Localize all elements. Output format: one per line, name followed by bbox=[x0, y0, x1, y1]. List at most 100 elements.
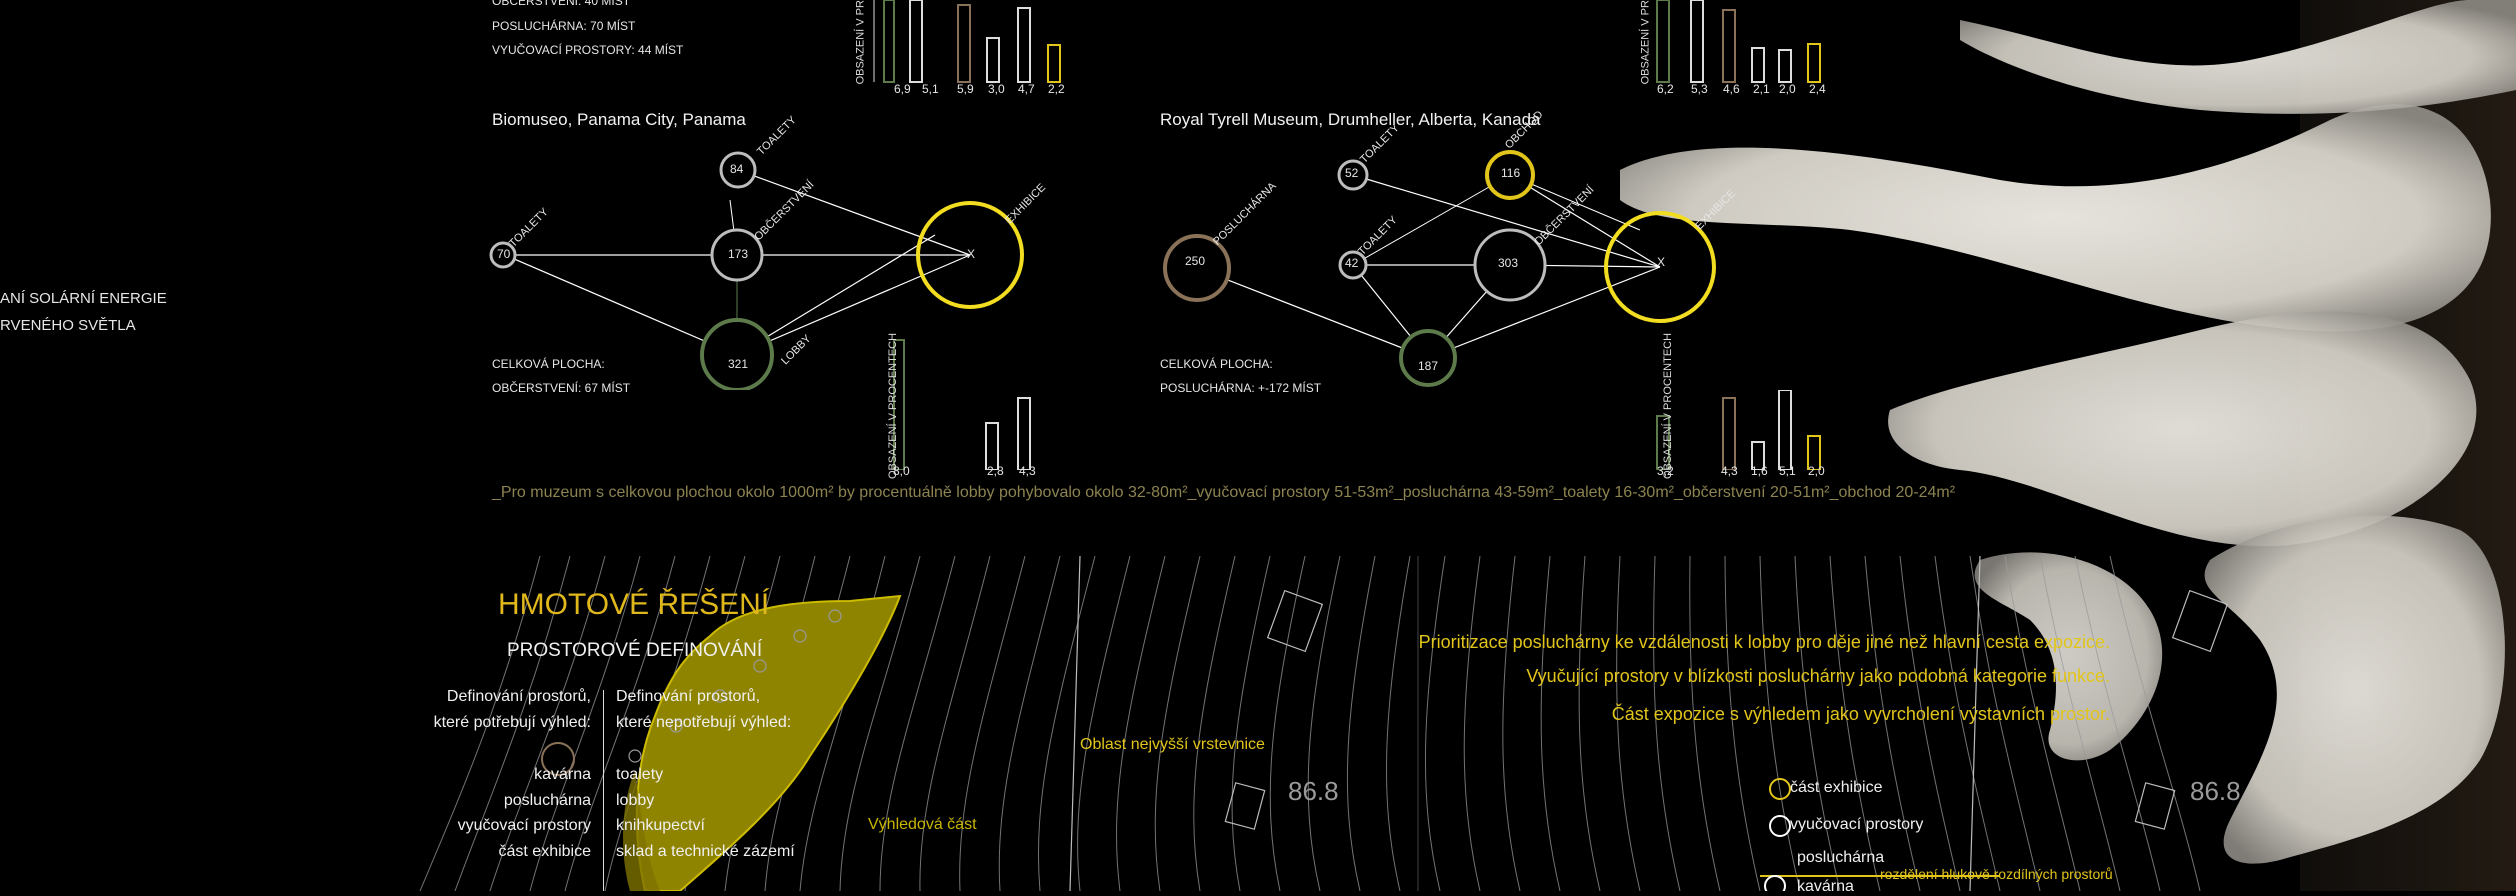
col-left-header-line-1: Definování prostorů, bbox=[446, 688, 591, 705]
node-toilets-b bbox=[489, 241, 517, 269]
tick: 4,7 bbox=[1018, 82, 1035, 96]
node-toilets-a bbox=[719, 151, 757, 189]
list-item: kavárna bbox=[534, 766, 591, 783]
mass-section-title: HMOTOVÉ ŘEŠENÍ bbox=[498, 588, 770, 621]
left-margin-line-2: RVENÉHO SVĚTLA bbox=[0, 317, 136, 334]
top-stat-refreshment: OBČERSTVENÍ: 40 MÍST bbox=[492, 0, 631, 8]
tick: 2,1 bbox=[1753, 82, 1770, 96]
top-chart-right-axis-label: OBSAZENÍ V PROC bbox=[1639, 0, 1652, 85]
museum1-chart-axis-label: OBSAZENÍ V PROCENTECH bbox=[887, 332, 900, 480]
museum1-node-exhibition-value: X bbox=[967, 247, 976, 261]
museum2-node-auditorium-value: 250 bbox=[1185, 254, 1206, 268]
summary-note: _Pro muzeum s celkovou plochou okolo 100… bbox=[492, 484, 1956, 501]
highest-contour-area bbox=[635, 594, 902, 891]
tick: 2,4 bbox=[1809, 82, 1826, 96]
node-lobby bbox=[700, 318, 774, 390]
list-item: knihkupectví bbox=[616, 817, 705, 834]
bar-lobby bbox=[893, 339, 905, 470]
tick: 1,6 bbox=[1751, 464, 1768, 478]
list-item: část exhibice bbox=[498, 842, 592, 860]
bar-exhibition bbox=[909, 0, 923, 83]
top-bar-chart-right bbox=[1656, 0, 1821, 83]
tick: 6,2 bbox=[1657, 82, 1674, 96]
museum2-node-toilets-b-value: 42 bbox=[1345, 256, 1359, 270]
bar-toilets bbox=[1751, 441, 1765, 470]
node-toilets-b bbox=[1338, 250, 1368, 280]
node-exhibition bbox=[1604, 211, 1716, 323]
list-item: sklad a technické zázemí bbox=[616, 842, 795, 860]
museum1-title: Biomuseo, Panama City, Panama bbox=[492, 110, 746, 129]
museum1-node-toilets-a-value: 84 bbox=[730, 162, 744, 176]
node-shop bbox=[1485, 150, 1535, 200]
list-item: posluchárna bbox=[503, 791, 591, 809]
museum2-bar-chart bbox=[1656, 390, 1821, 470]
list-item: toalety bbox=[616, 766, 664, 783]
top-stat-teaching: VYUČOVACÍ PROSTORY: 44 MÍST bbox=[492, 43, 684, 57]
tick: 4,3 bbox=[1721, 464, 1738, 478]
node-refreshment bbox=[710, 228, 764, 282]
tick: 5,9 bbox=[957, 82, 974, 96]
top-chart-left-axis-label: OBSAZENÍ V PROC bbox=[854, 0, 867, 85]
tick: 5,1 bbox=[1779, 464, 1796, 478]
legend-item-exhibition: část exhibice bbox=[1790, 779, 1883, 796]
top-bar-chart-left bbox=[873, 0, 1061, 83]
node-auditorium bbox=[1163, 234, 1231, 302]
bar-toilets bbox=[986, 37, 1000, 83]
legend-item-teaching: vyučovací prostory bbox=[1790, 816, 1924, 833]
highlight-area-label: Oblast nejvyšší vrstevnice bbox=[1080, 736, 1265, 753]
site-plan-contours bbox=[419, 556, 2229, 891]
col-left-header: Definování prostorů, které potřebují výh… bbox=[434, 684, 591, 735]
mass-section-subtitle: PROSTOROVÉ DEFINOVÁNÍ bbox=[507, 640, 763, 661]
tick: 2,8 bbox=[987, 464, 1004, 478]
bar-lobby bbox=[1656, 415, 1670, 470]
view-area-label: Výhledová část bbox=[868, 816, 977, 833]
museum1-node-toilets-b-value: 70 bbox=[497, 247, 511, 261]
bar-refreshment bbox=[1017, 7, 1031, 83]
col-left-items: kavárna posluchárna vyučovací prostory č… bbox=[458, 762, 591, 864]
tick: 3,0 bbox=[988, 82, 1005, 96]
right-note-3: Část expozice s výhledem jako vyvrcholen… bbox=[1611, 704, 2110, 724]
top-stat-auditorium: POSLUCHÁRNA: 70 MÍST bbox=[492, 19, 636, 33]
right-note-1: Prioritizace posluchárny ke vzdálenosti … bbox=[1418, 632, 2110, 652]
contour-value-2: 86.8 bbox=[2190, 776, 2241, 806]
node-exhibition bbox=[916, 201, 1024, 309]
tick: 2,0 bbox=[1808, 464, 1825, 478]
left-margin-line-1: ANÍ SOLÁRNÍ ENERGIE bbox=[0, 290, 167, 307]
museum2-seats: POSLUCHÁRNA: +-172 MÍST bbox=[1160, 381, 1322, 395]
tick: 5,3 bbox=[1691, 82, 1708, 96]
museum1-network-diagram bbox=[489, 151, 1024, 390]
right-note-2: Vyučující prostory v blízkosti posluchár… bbox=[1526, 666, 2110, 686]
tick: 6,9 bbox=[894, 82, 911, 96]
legend-item-auditorium: posluchárna bbox=[1797, 849, 1885, 866]
bar-refreshment bbox=[1778, 390, 1792, 470]
museum2-node-toilets-a-value: 52 bbox=[1345, 166, 1359, 180]
tick: 4,6 bbox=[1723, 82, 1740, 96]
col-right-header-line-1: Definování prostorů, bbox=[616, 688, 761, 705]
col-right-items: toalety lobby knihkupectví sklad a techn… bbox=[616, 762, 795, 864]
tick: 2,2 bbox=[1048, 82, 1065, 96]
museum1-node-refreshment-value: 173 bbox=[728, 247, 749, 261]
tick: 3,2 bbox=[1657, 464, 1674, 478]
node-toilets-a bbox=[1337, 159, 1369, 191]
museum2-node-exhibition-value: X bbox=[1657, 255, 1666, 269]
node-refreshment bbox=[1473, 228, 1547, 302]
bar-shop bbox=[1047, 44, 1061, 83]
museum2-chart-axis-label: OBSAZENÍ V PROCENTECH bbox=[1662, 332, 1675, 480]
bar-toilets bbox=[985, 422, 999, 470]
bar-auditorium bbox=[1722, 397, 1736, 470]
list-item: vyučovací prostory bbox=[457, 817, 591, 834]
museum1-bar-chart bbox=[893, 339, 1031, 470]
legend-divider-note: rozdělení hlukově rozdílných prostorů bbox=[1880, 866, 2113, 882]
contour-value-1: 86.8 bbox=[1288, 776, 1339, 806]
col-right-header: Definování prostorů, které nepotřebují v… bbox=[616, 684, 791, 735]
tick: 8,0 bbox=[893, 464, 910, 478]
museum2-node-shop-value: 116 bbox=[1501, 166, 1521, 180]
bar-auditorium bbox=[957, 4, 971, 83]
mass-section-divider bbox=[603, 690, 604, 891]
museum2-network-diagram bbox=[1163, 150, 1716, 387]
bar-refreshment bbox=[1017, 397, 1031, 470]
museum2-node-refreshment-value: 303 bbox=[1498, 256, 1519, 270]
museum1-seats: OBČERSTVENÍ: 67 MÍST bbox=[492, 381, 631, 395]
tick: 2,0 bbox=[1779, 82, 1796, 96]
